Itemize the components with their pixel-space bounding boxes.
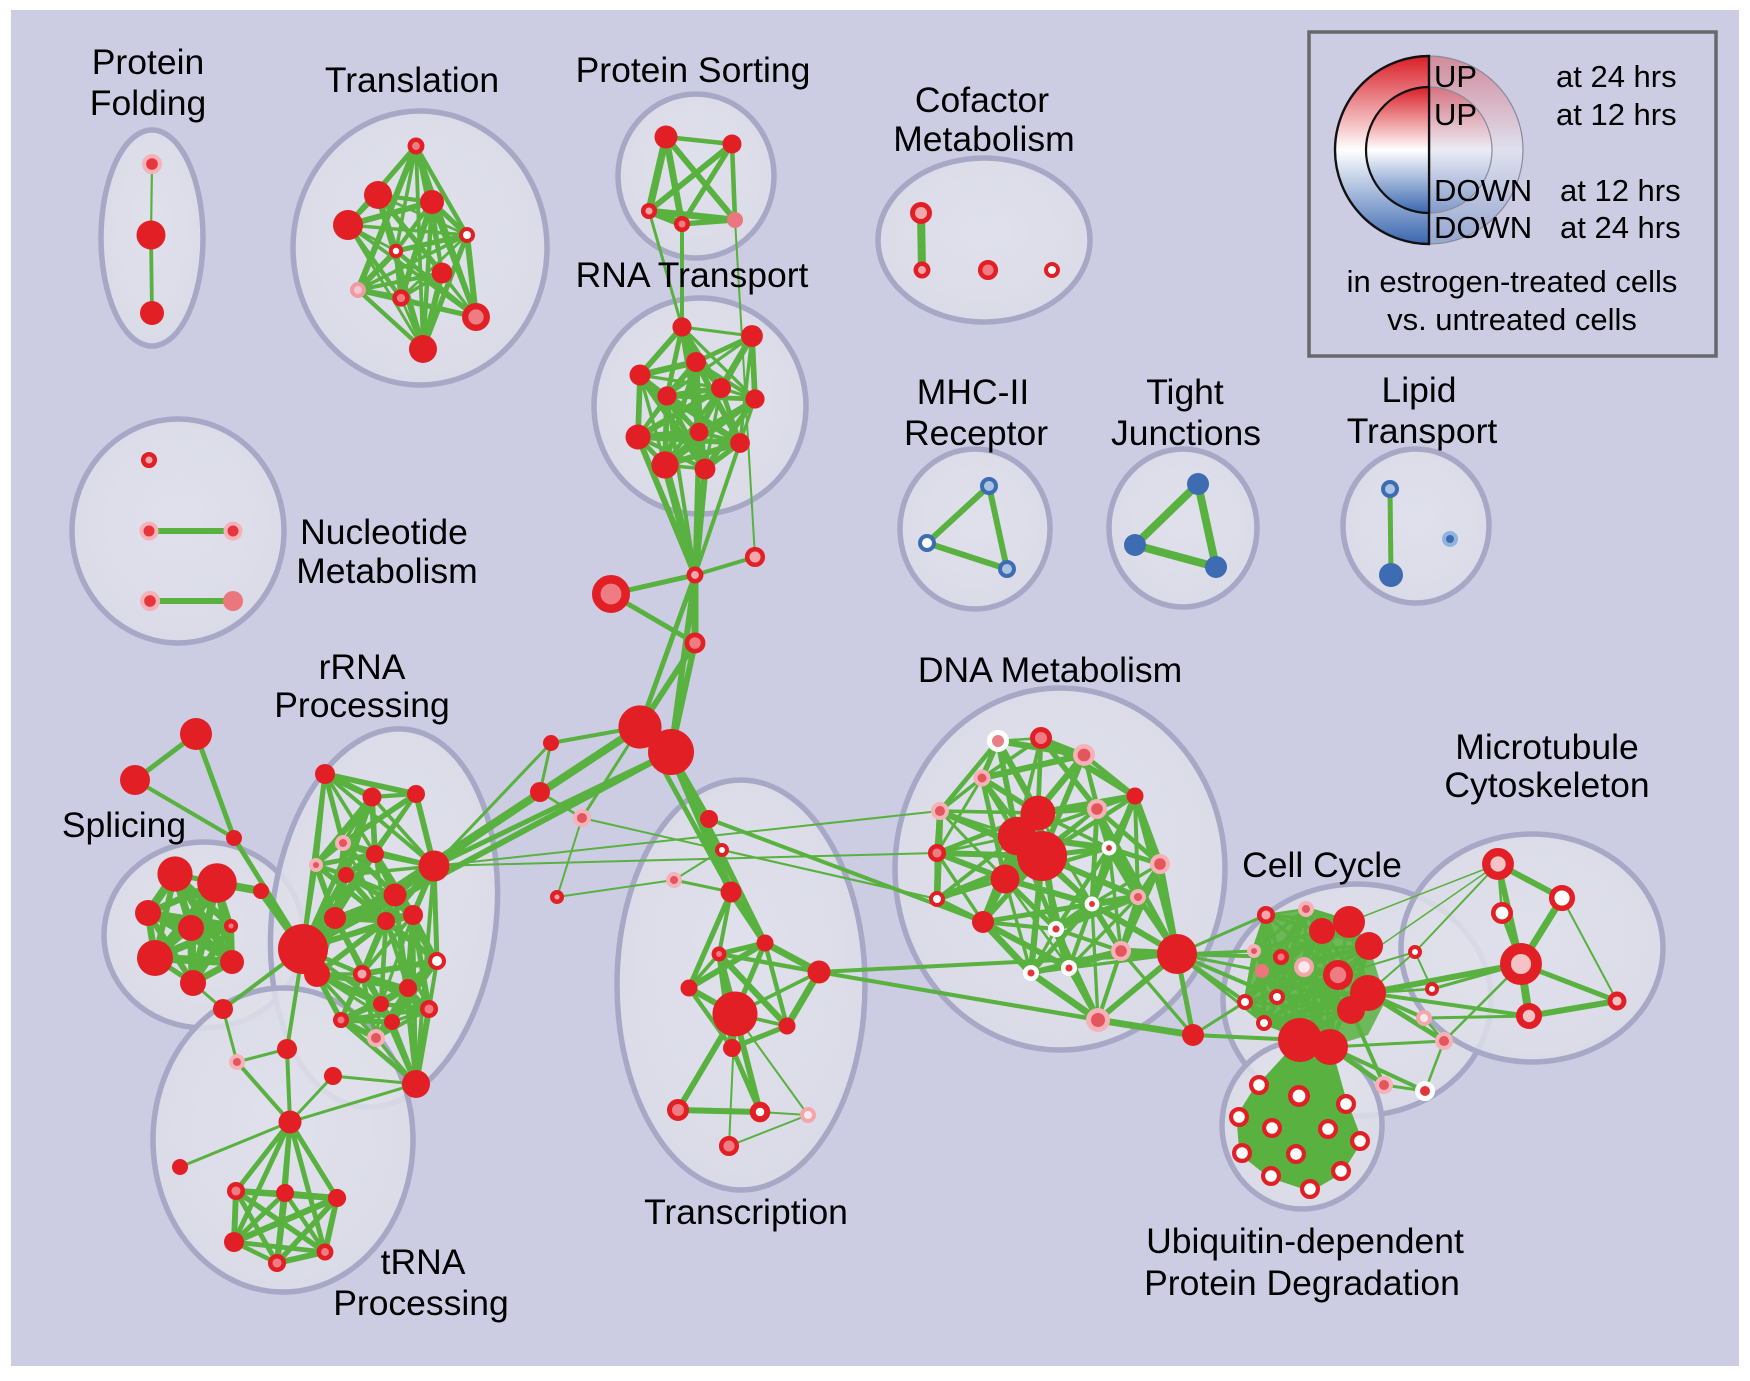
svg-text:in estrogen-treated cells: in estrogen-treated cells [1347,264,1678,299]
svg-text:Receptor: Receptor [904,413,1048,453]
svg-text:Junctions: Junctions [1111,413,1261,453]
svg-text:Cell Cycle: Cell Cycle [1242,845,1402,885]
svg-text:at 24 hrs: at 24 hrs [1556,59,1677,94]
svg-text:at 12 hrs: at 12 hrs [1556,97,1677,132]
svg-text:Splicing: Splicing [62,805,186,845]
svg-text:at 12 hrs: at 12 hrs [1560,173,1681,208]
svg-text:Processing: Processing [274,685,450,725]
svg-text:Tight: Tight [1146,372,1224,412]
svg-text:Lipid: Lipid [1381,370,1456,410]
svg-text:rRNA: rRNA [319,647,406,687]
svg-text:Metabolism: Metabolism [296,551,478,591]
svg-text:Translation: Translation [325,60,499,100]
svg-text:Microtubule: Microtubule [1455,727,1639,767]
svg-text:Protein Sorting: Protein Sorting [576,50,811,90]
svg-text:Ubiquitin-dependent: Ubiquitin-dependent [1146,1221,1464,1261]
svg-text:DOWN: DOWN [1434,210,1532,245]
svg-text:tRNA: tRNA [381,1242,466,1282]
svg-text:Cytoskeleton: Cytoskeleton [1444,765,1649,805]
svg-text:Folding: Folding [90,83,206,123]
svg-text:Metabolism: Metabolism [893,119,1075,159]
svg-text:DOWN: DOWN [1434,173,1532,208]
svg-text:Cofactor: Cofactor [915,80,1049,120]
svg-text:Transport: Transport [1347,411,1498,451]
svg-text:Protein: Protein [92,42,204,82]
svg-text:RNA Transport: RNA Transport [576,255,809,295]
svg-text:Nucleotide: Nucleotide [300,512,468,552]
svg-text:Protein Degradation: Protein Degradation [1144,1263,1460,1303]
svg-text:Transcription: Transcription [644,1192,848,1232]
svg-text:MHC-II: MHC-II [917,372,1029,412]
svg-text:at 24 hrs: at 24 hrs [1560,210,1681,245]
svg-text:UP: UP [1434,97,1477,132]
svg-text:Processing: Processing [333,1283,509,1323]
svg-text:vs. untreated cells: vs. untreated cells [1387,302,1637,337]
svg-text:DNA Metabolism: DNA Metabolism [918,650,1182,690]
svg-text:UP: UP [1434,59,1477,94]
